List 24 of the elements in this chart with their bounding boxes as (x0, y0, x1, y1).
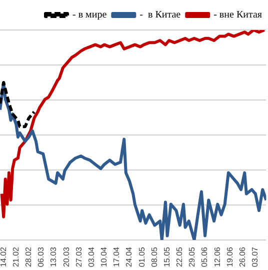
x-tick-label: 26.06 (238, 246, 248, 268)
x-tick-label: 24.04 (124, 246, 134, 268)
legend-label: - в Китае (140, 10, 182, 21)
x-tick-label: 05.06 (200, 246, 210, 268)
x-tick-label: 19.06 (225, 246, 234, 268)
x-tick-label: 27.03 (74, 246, 84, 268)
x-tick-label: 12.06 (212, 246, 222, 268)
x-tick-label: 01.05 (137, 246, 146, 268)
x-tick-label: 22.05 (175, 246, 184, 268)
x-tick-label: 14.02 (0, 246, 8, 268)
x-tick-label: 17.04 (112, 246, 122, 268)
x-tick-label: 28.02 (24, 246, 33, 268)
x-tick-label: 03.04 (86, 246, 96, 268)
legend-label: - в мире (72, 10, 108, 21)
x-tick-label: 21.02 (11, 246, 20, 268)
legend-label: - вне Китая (214, 10, 262, 21)
x-tick-label: 20.03 (62, 246, 71, 268)
x-tick-label: 06.03 (36, 246, 46, 268)
x-tick-label: 15.05 (162, 246, 172, 268)
x-tick-label: 13.03 (49, 246, 58, 268)
x-tick-label: 10.04 (100, 246, 109, 268)
x-tick-label: 29.05 (188, 246, 197, 268)
x-tick-label: 08.05 (150, 246, 159, 268)
x-tick-label: 03.07 (250, 246, 260, 268)
